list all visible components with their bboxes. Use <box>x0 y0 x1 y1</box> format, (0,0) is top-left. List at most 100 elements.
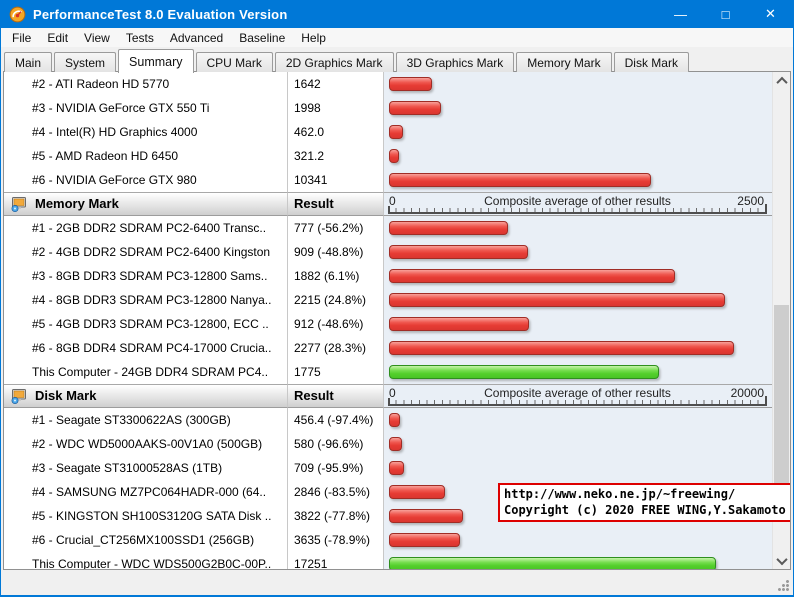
result-bar-red <box>389 293 726 307</box>
watermark-url: http://www.neko.ne.jp/~freewing/ <box>504 487 736 501</box>
section-result-header: Result <box>288 384 384 408</box>
tab-cpu-mark[interactable]: CPU Mark <box>195 52 273 72</box>
scale-max-label: 2500 <box>737 194 764 208</box>
watermark-box: http://www.neko.ne.jp/~freewing/ Copyrig… <box>498 483 790 522</box>
section-title: Disk Mark <box>35 388 97 403</box>
maximize-button[interactable]: □ <box>721 6 730 22</box>
row-label: #3 - 8GB DDR3 SDRAM PC3-12800 Sams.. <box>4 264 288 288</box>
menu-item-advanced[interactable]: Advanced <box>169 30 224 45</box>
row-result: 3822 (-77.8%) <box>288 504 384 528</box>
row-chart-cell <box>384 240 772 264</box>
tab-2d-graphics-mark[interactable]: 2D Graphics Mark <box>274 52 394 72</box>
row-result: 2277 (28.3%) <box>288 336 384 360</box>
close-button[interactable]: ✕ <box>765 6 776 21</box>
section-title-cell: Memory Mark <box>4 192 288 216</box>
result-row[interactable]: #2 - ATI Radeon HD 5770 1642 <box>4 72 772 96</box>
result-row[interactable]: #6 - NVIDIA GeForce GTX 980 10341 <box>4 168 772 192</box>
row-label: #2 - 4GB DDR2 SDRAM PC2-6400 Kingston <box>4 240 288 264</box>
tab-memory-mark[interactable]: Memory Mark <box>516 52 612 72</box>
result-row[interactable]: #2 - WDC WD5000AAKS-00V1A0 (500GB) 580 (-… <box>4 432 772 456</box>
row-result: 912 (-48.6%) <box>288 312 384 336</box>
row-chart-cell <box>384 456 772 480</box>
tab-strip: Main System Summary CPU Mark 2D Graphics Mar… <box>1 47 793 73</box>
result-bar-red <box>389 509 464 523</box>
row-label: #1 - 2GB DDR2 SDRAM PC2-6400 Transc.. <box>4 216 288 240</box>
result-row[interactable]: #6 - 8GB DDR4 SDRAM PC4-17000 Crucia.. 22… <box>4 336 772 360</box>
result-row[interactable]: This Computer - WDC WDS500G2B0C-00P.. 172… <box>4 552 772 569</box>
minimize-button[interactable]: — <box>674 6 687 22</box>
result-row[interactable]: #3 - Seagate ST31000528AS (1TB) 709 (-95.… <box>4 456 772 480</box>
row-chart-cell <box>384 432 772 456</box>
row-result: 1998 <box>288 96 384 120</box>
result-row[interactable]: #2 - 4GB DDR2 SDRAM PC2-6400 Kingston 909… <box>4 240 772 264</box>
row-result: 17251 <box>288 552 384 569</box>
row-chart-cell <box>384 360 772 384</box>
row-chart-cell <box>384 96 772 120</box>
row-label: #4 - 8GB DDR3 SDRAM PC3-12800 Nanya.. <box>4 288 288 312</box>
tab-disk-mark[interactable]: Disk Mark <box>613 52 689 72</box>
watermark-copyright: Copyright (c) 2020 FREE WING,Y.Sakamoto <box>504 503 786 517</box>
scale-right-tick <box>765 396 767 406</box>
row-result: 2215 (24.8%) <box>288 288 384 312</box>
resize-grip-icon[interactable] <box>776 578 790 592</box>
row-result: 777 (-56.2%) <box>288 216 384 240</box>
scroll-down-button[interactable] <box>773 552 790 569</box>
scroll-up-button[interactable] <box>773 72 790 89</box>
scale-min-label: 0 <box>389 194 396 208</box>
result-bar-red <box>389 533 460 547</box>
status-bar <box>1 570 793 595</box>
row-label: #4 - SAMSUNG MZ7PC064HADR-000 (64.. <box>4 480 288 504</box>
result-bar-red <box>389 437 402 451</box>
row-chart-cell <box>384 144 772 168</box>
row-label: #4 - Intel(R) HD Graphics 4000 <box>4 120 288 144</box>
result-bar-red <box>389 245 529 259</box>
tab-summary[interactable]: Summary <box>118 49 194 73</box>
result-bar-red <box>389 461 405 475</box>
row-result: 709 (-95.9%) <box>288 456 384 480</box>
result-row[interactable]: #1 - 2GB DDR2 SDRAM PC2-6400 Transc.. 777… <box>4 216 772 240</box>
scale-max-label: 20000 <box>730 386 764 400</box>
scale-title-label: Composite average of other results <box>484 194 671 208</box>
result-bar-red <box>389 341 735 355</box>
result-row[interactable]: #5 - AMD Radeon HD 6450 321.2 <box>4 144 772 168</box>
scrollbar-thumb[interactable] <box>774 305 789 512</box>
result-row[interactable]: #6 - Crucial_CT256MX100SSD1 (256GB) 3635 … <box>4 528 772 552</box>
section-scale-cell: 0 Composite average of other results 2500 <box>384 192 772 216</box>
scale-ticks <box>388 400 767 404</box>
scale-title-label: Composite average of other results <box>484 386 671 400</box>
vertical-scrollbar[interactable] <box>772 72 790 569</box>
section-title: Memory Mark <box>35 196 119 211</box>
row-result: 1642 <box>288 72 384 96</box>
result-row[interactable]: #4 - 8GB DDR3 SDRAM PC3-12800 Nanya.. 221… <box>4 288 772 312</box>
result-row[interactable]: #3 - NVIDIA GeForce GTX 550 Ti 1998 <box>4 96 772 120</box>
row-chart-cell <box>384 72 772 96</box>
title-bar: PerformanceTest 8.0 Evaluation Version —… <box>1 0 793 28</box>
chevron-down-icon <box>775 553 788 565</box>
menu-item-edit[interactable]: Edit <box>47 30 69 45</box>
tab-main[interactable]: Main <box>4 52 53 72</box>
scale-left-tick <box>388 398 390 406</box>
row-result: 909 (-48.8%) <box>288 240 384 264</box>
result-bar-red <box>389 101 442 115</box>
results-list: #2 - ATI Radeon HD 5770 1642 #3 - NVIDIA G… <box>4 72 772 569</box>
tab-3d-graphics-mark[interactable]: 3D Graphics Mark <box>395 52 515 72</box>
tab-system[interactable]: System <box>54 52 117 72</box>
result-row[interactable]: #3 - 8GB DDR3 SDRAM PC3-12800 Sams.. 1882… <box>4 264 772 288</box>
row-label: #5 - AMD Radeon HD 6450 <box>4 144 288 168</box>
section-title-cell: Disk Mark <box>4 384 288 408</box>
menu-item-file[interactable]: File <box>12 30 32 45</box>
menu-item-baseline[interactable]: Baseline <box>239 30 286 45</box>
result-row[interactable]: #1 - Seagate ST3300622AS (300GB) 456.4 (-… <box>4 408 772 432</box>
window-title: PerformanceTest 8.0 Evaluation Version <box>33 6 288 22</box>
result-row[interactable]: This Computer - 24GB DDR4 SDRAM PC4.. 177… <box>4 360 772 384</box>
window-controls: — □ ✕ <box>658 0 793 28</box>
row-chart-cell <box>384 168 772 192</box>
result-bar-red <box>389 485 445 499</box>
menu-item-help[interactable]: Help <box>301 30 326 45</box>
menu-item-tests[interactable]: Tests <box>125 30 154 45</box>
result-row[interactable]: #5 - 4GB DDR3 SDRAM PC3-12800, ECC .. 912… <box>4 312 772 336</box>
menu-item-view[interactable]: View <box>84 30 110 45</box>
result-row[interactable]: #4 - Intel(R) HD Graphics 4000 462.0 <box>4 120 772 144</box>
scale-baseline <box>388 212 767 214</box>
